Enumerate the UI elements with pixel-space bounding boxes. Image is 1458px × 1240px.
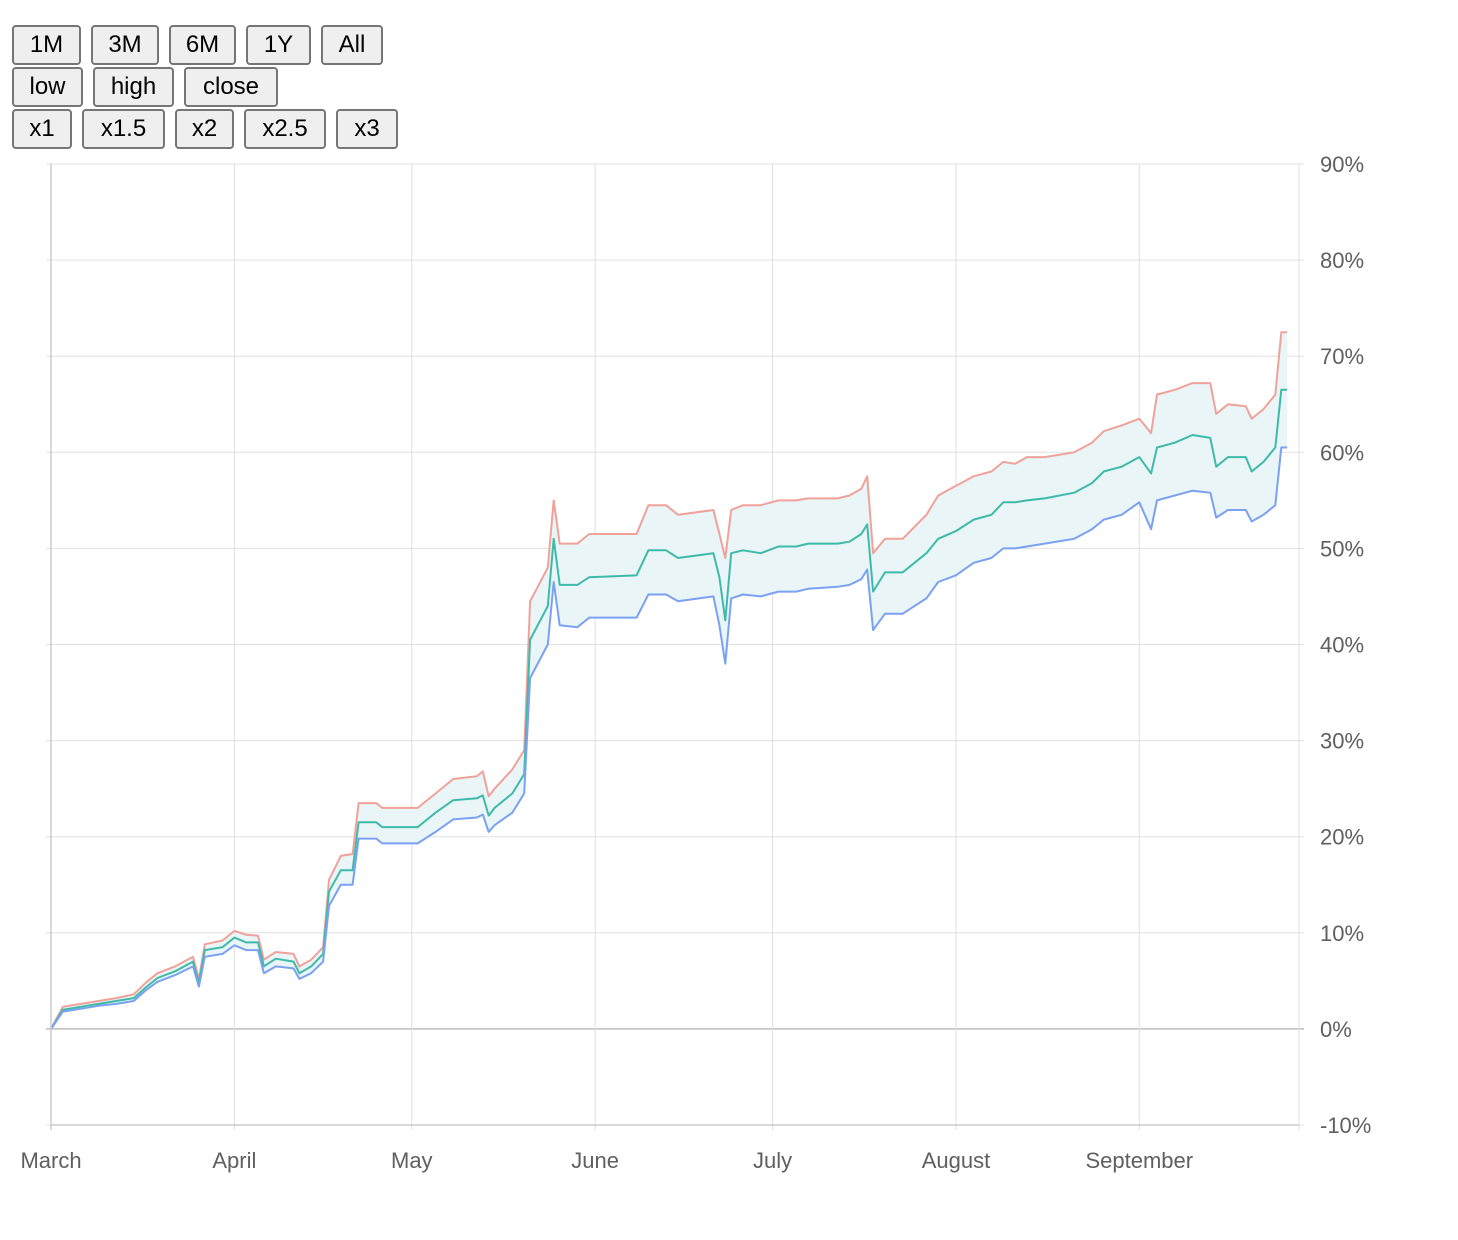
x-tick-label: March: [20, 1148, 81, 1173]
range-1y-button[interactable]: 1Y: [246, 25, 311, 65]
y-tick-label: 50%: [1320, 536, 1364, 561]
scale-buttons: x1 x1.5 x2 x2.5 x3: [12, 109, 398, 149]
scale-x3-button[interactable]: x3: [336, 109, 398, 149]
x-tick-label: April: [212, 1148, 256, 1173]
x-tick-label: September: [1085, 1148, 1193, 1173]
x-tick-label: August: [922, 1148, 991, 1173]
y-tick-label: 80%: [1320, 248, 1364, 273]
axes: [50, 164, 1299, 1130]
y-tick-label: -10%: [1320, 1113, 1371, 1138]
high-low-band: [51, 332, 1288, 1029]
field-close-button[interactable]: close: [184, 67, 278, 107]
range-buttons: 1M 3M 6M 1Y All: [12, 25, 398, 65]
y-tick-label: 30%: [1320, 729, 1364, 754]
y-axis-ticks: 90% 80% 70% 60% 50% 40% 30% 20% 10% 0% -10%: [1320, 152, 1371, 1138]
close-series-line: [50, 388, 1288, 1030]
high-series-line: [50, 331, 1288, 1030]
field-high-button[interactable]: high: [93, 67, 174, 107]
low-series-line: [50, 446, 1288, 1030]
x-axis-ticks: March April May June July August September: [20, 1148, 1193, 1173]
toolbar: 1M 3M 6M 1Y All low high close x1 x1.5 x…: [12, 25, 398, 151]
grid: [46, 163, 1304, 1130]
scale-x1-button[interactable]: x1: [12, 109, 72, 149]
y-tick-label: 40%: [1320, 633, 1364, 658]
field-low-button[interactable]: low: [12, 67, 83, 107]
scale-x1-5-button[interactable]: x1.5: [82, 109, 165, 149]
series-lines: [50, 331, 1288, 1030]
scale-x2-button[interactable]: x2: [175, 109, 234, 149]
y-tick-label: 70%: [1320, 344, 1364, 369]
field-buttons: low high close: [12, 67, 398, 107]
y-tick-label: 0%: [1320, 1017, 1352, 1042]
range-3m-button[interactable]: 3M: [91, 25, 159, 65]
y-tick-label: 20%: [1320, 825, 1364, 850]
x-tick-label: July: [753, 1148, 792, 1173]
range-all-button[interactable]: All: [321, 25, 383, 65]
scale-x2-5-button[interactable]: x2.5: [244, 109, 326, 149]
x-tick-label: June: [571, 1148, 619, 1173]
x-tick-label: May: [391, 1148, 433, 1173]
range-1m-button[interactable]: 1M: [12, 25, 81, 65]
y-tick-label: 90%: [1320, 152, 1364, 177]
y-tick-label: 10%: [1320, 921, 1364, 946]
y-tick-label: 60%: [1320, 440, 1364, 465]
range-6m-button[interactable]: 6M: [169, 25, 236, 65]
